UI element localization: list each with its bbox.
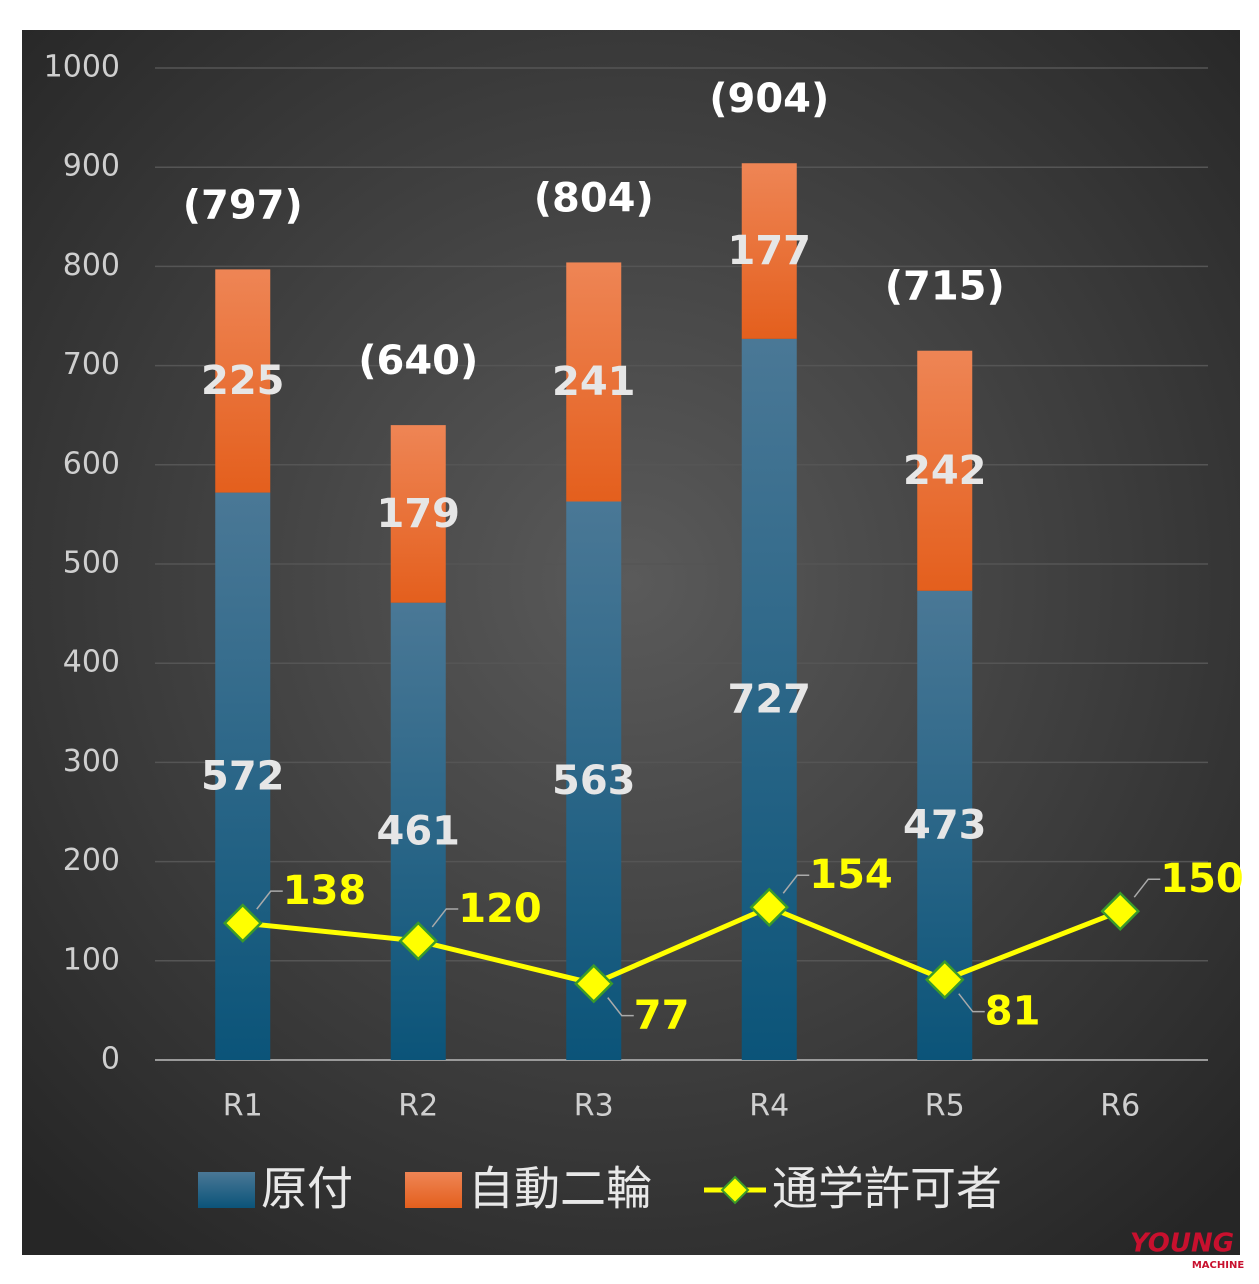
bar-segment bbox=[390, 425, 446, 603]
total-label: (640) bbox=[358, 338, 478, 384]
bar-value-label: 563 bbox=[552, 758, 636, 804]
bar-value-label: 241 bbox=[552, 359, 636, 405]
bar-value-label: 572 bbox=[201, 753, 285, 799]
legend-swatch bbox=[720, 1175, 750, 1205]
y-tick-label: 800 bbox=[63, 248, 120, 283]
total-label: (904) bbox=[709, 76, 829, 122]
bar-segment bbox=[741, 163, 797, 339]
bar-segment bbox=[390, 602, 446, 1060]
leader-line bbox=[1133, 878, 1161, 898]
legend-swatch bbox=[405, 1172, 462, 1208]
line-value-label: 81 bbox=[985, 989, 1041, 1035]
bar-value-label: 727 bbox=[728, 676, 812, 722]
bar-segment bbox=[741, 338, 797, 1060]
leader-line bbox=[782, 874, 810, 894]
x-tick-label: R5 bbox=[925, 1089, 965, 1124]
bar-value-label: 225 bbox=[201, 358, 285, 404]
line-value-label: 150 bbox=[1160, 856, 1244, 902]
bar-value-label: 179 bbox=[377, 491, 461, 537]
line bbox=[242, 904, 1122, 987]
line-value-label: 77 bbox=[634, 993, 690, 1039]
x-tick-label: R1 bbox=[223, 1089, 263, 1124]
y-tick-label: 300 bbox=[63, 744, 120, 779]
legend-swatch bbox=[198, 1172, 255, 1208]
bar-value-label: 473 bbox=[903, 802, 987, 848]
y-tick-label: 100 bbox=[63, 942, 120, 977]
line-marker bbox=[1100, 891, 1141, 931]
x-tick-label: R6 bbox=[1100, 1089, 1140, 1124]
y-tick-label: 400 bbox=[63, 645, 120, 680]
leader-line bbox=[256, 890, 283, 910]
watermark: MACHINE bbox=[1192, 1260, 1244, 1271]
total-label: (797) bbox=[183, 182, 303, 228]
y-tick-label: 600 bbox=[63, 446, 120, 481]
watermark: YOUNG bbox=[1130, 1229, 1234, 1259]
bar-value-label: 461 bbox=[377, 808, 461, 854]
line-marker bbox=[573, 963, 614, 1004]
legend-label: 通学許可者 bbox=[772, 1162, 1002, 1216]
leader-line bbox=[431, 908, 459, 928]
total-label: (804) bbox=[534, 175, 654, 221]
y-tick-label: 200 bbox=[63, 843, 120, 878]
legend-label: 原付 bbox=[261, 1162, 353, 1216]
legend-label: 自動二輪 bbox=[468, 1162, 652, 1216]
line-marker bbox=[924, 959, 965, 1000]
y-tick-label: 0 bbox=[101, 1042, 120, 1077]
line-marker bbox=[749, 887, 790, 927]
y-tick-label: 700 bbox=[63, 347, 120, 382]
y-tick-label: 500 bbox=[63, 546, 120, 581]
bar-segment bbox=[917, 350, 973, 591]
leader-line bbox=[607, 997, 634, 1017]
x-tick-label: R2 bbox=[398, 1089, 438, 1124]
line-marker bbox=[222, 903, 263, 943]
bar-value-label: 242 bbox=[903, 448, 987, 494]
y-tick-label: 1000 bbox=[44, 50, 120, 85]
line-marker bbox=[398, 921, 439, 961]
line-value-label: 154 bbox=[809, 852, 893, 898]
line-value-label: 120 bbox=[458, 886, 542, 932]
x-tick-label: R4 bbox=[749, 1089, 789, 1124]
bar-value-label: 177 bbox=[728, 228, 812, 274]
x-tick-label: R3 bbox=[574, 1089, 614, 1124]
leader-line bbox=[958, 993, 985, 1013]
bar-segment bbox=[215, 492, 271, 1060]
total-label: (715) bbox=[885, 264, 1005, 310]
line-value-label: 138 bbox=[283, 868, 367, 914]
bar-segment bbox=[566, 262, 622, 502]
y-tick-label: 900 bbox=[63, 149, 120, 184]
bar-segment bbox=[215, 269, 271, 493]
